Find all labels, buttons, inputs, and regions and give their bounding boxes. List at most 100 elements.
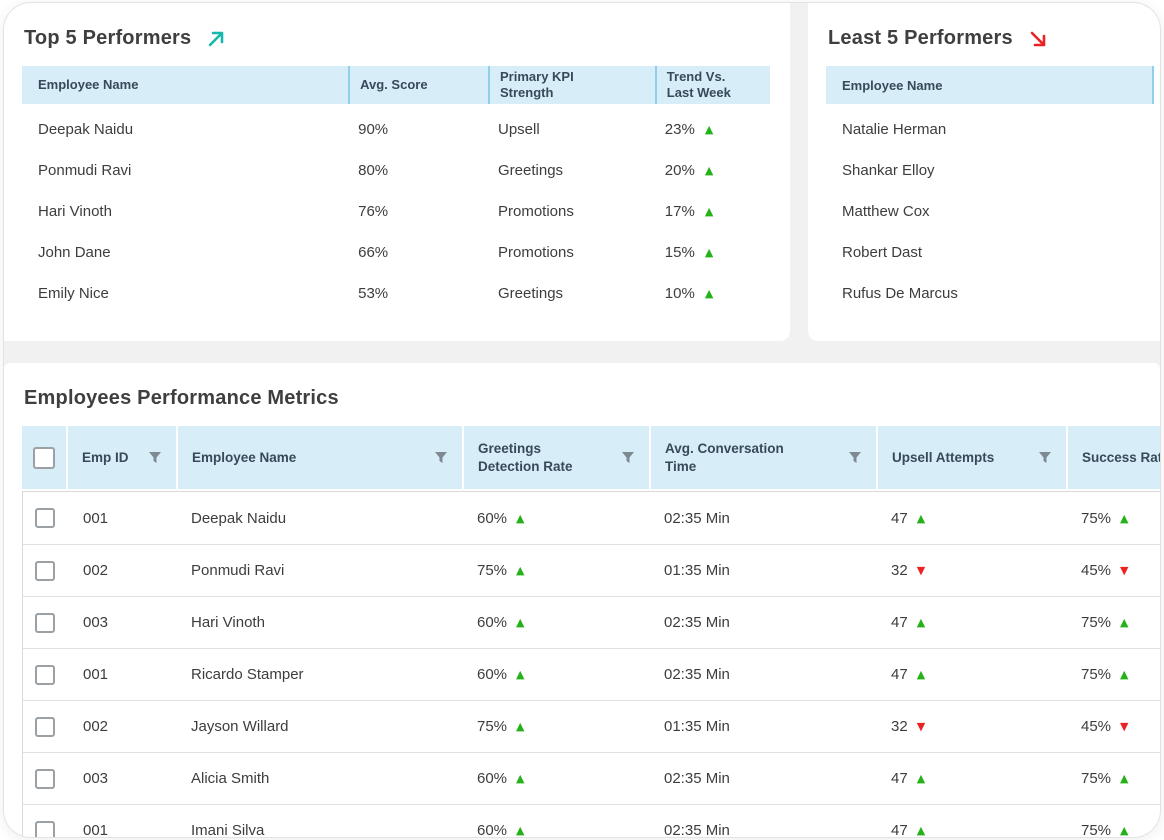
- column-header-success-rate: Success Rate: [1066, 426, 1160, 489]
- employee-name: Emily Nice: [38, 285, 109, 302]
- top-performers-table: Employee Name Avg. Score Primary KPI Str…: [22, 66, 770, 314]
- success-rate: 75%: [1081, 509, 1112, 527]
- employee-name: Jayson Willard: [191, 718, 289, 735]
- employee-name: Shankar Elloy: [842, 162, 935, 179]
- trend-icon: [516, 617, 524, 628]
- select-all-checkbox[interactable]: [33, 446, 55, 469]
- trend-icon: [1120, 565, 1128, 576]
- upsell-attempts: 47: [891, 822, 908, 838]
- row-checkbox[interactable]: [35, 612, 55, 633]
- employee-name: Hari Vinoth: [191, 614, 265, 631]
- success-rate: 45%: [1081, 562, 1112, 579]
- trend-down-right-icon: [1027, 28, 1049, 50]
- primary-kpi: Upsell: [498, 121, 540, 138]
- trend-icon: [1120, 825, 1128, 836]
- table-row: 001 Deepak Naidu 60% 02:35 Min 47 75%: [23, 492, 1160, 544]
- employee-name: Alicia Smith: [191, 770, 270, 787]
- trend-icon: [1120, 617, 1128, 628]
- row-checkbox[interactable]: [35, 508, 55, 528]
- table-row: John Dane 66% Promotions 15%: [22, 232, 770, 273]
- greetings-rate: 75%: [477, 562, 508, 579]
- trend-icon: [1120, 669, 1128, 680]
- employees-metrics-card: Employees Performance Metrics Emp ID Emp…: [4, 363, 1160, 838]
- employee-name: Ricardo Stamper: [191, 666, 304, 683]
- row-checkbox[interactable]: [35, 560, 55, 581]
- trend-icon: [1120, 721, 1128, 732]
- trend-icon: [516, 513, 524, 524]
- least-performers-title: Least 5 Performers: [828, 27, 1013, 49]
- column-header-employee-name: Employee Name: [38, 76, 139, 92]
- employee-name: Rufus De Marcus: [842, 285, 958, 302]
- trend-icon: [516, 825, 524, 836]
- top-performers-header: Top 5 Performers: [4, 3, 790, 50]
- column-header-upsell-attempts: Upsell Attempts: [876, 426, 1066, 489]
- trend-icon: [516, 773, 524, 784]
- trend-icon: [1120, 773, 1128, 784]
- avg-conversation-time: 01:35 Min: [664, 718, 730, 735]
- primary-kpi: Greetings: [498, 285, 564, 302]
- avg-score: 53%: [358, 285, 389, 302]
- trend-icon: [1120, 513, 1128, 524]
- avg-conversation-time: 01:35 Min: [664, 562, 730, 579]
- success-rate: 75%: [1081, 822, 1112, 838]
- employees-metrics-table-body: 001 Deepak Naidu 60% 02:35 Min 47 75% 00…: [22, 491, 1160, 838]
- trend-icon: [516, 565, 524, 576]
- employee-name: Robert Dast: [842, 244, 923, 261]
- trend-icon: [516, 669, 524, 680]
- filter-icon[interactable]: [848, 451, 862, 464]
- trend-icon: [705, 124, 713, 135]
- table-row: Matthew Cox: [826, 191, 1154, 232]
- trend-icon: [917, 825, 925, 836]
- filter-icon[interactable]: [621, 451, 635, 464]
- top-performers-card: Top 5 Performers Employee Name Avg. Scor…: [4, 3, 790, 341]
- top-performers-title: Top 5 Performers: [24, 27, 192, 49]
- column-header-employee-name: Employee Name: [176, 426, 462, 489]
- filter-icon[interactable]: [148, 451, 162, 464]
- trend-value: 23%: [664, 121, 695, 138]
- avg-score: 90%: [358, 121, 389, 138]
- filter-icon[interactable]: [434, 451, 448, 464]
- table-row: 001 Ricardo Stamper 60% 02:35 Min 47 75%: [23, 648, 1160, 700]
- success-rate: 45%: [1081, 718, 1112, 735]
- table-row: 002 Ponmudi Ravi 75% 01:35 Min 32 45%: [23, 544, 1160, 596]
- column-header-avg-score: Avg. Score: [348, 66, 488, 104]
- row-checkbox[interactable]: [35, 768, 55, 789]
- table-row: 001 Imani Silva 60% 02:35 Min 47 75%: [23, 804, 1160, 838]
- success-rate: 75%: [1081, 614, 1112, 631]
- avg-conversation-time: 02:35 Min: [664, 822, 730, 838]
- greetings-rate: 75%: [477, 718, 508, 735]
- least-performers-table: Employee Name Natalie Herman Shankar Ell…: [826, 66, 1154, 314]
- primary-kpi: Greetings: [498, 162, 564, 179]
- upsell-attempts: 47: [891, 509, 908, 527]
- trend-value: 10%: [664, 285, 695, 302]
- employee-name: John Dane: [38, 244, 111, 261]
- greetings-rate: 60%: [477, 666, 508, 683]
- trend-value: 17%: [664, 203, 695, 220]
- upsell-attempts: 47: [891, 666, 908, 683]
- trend-value: 20%: [664, 162, 695, 179]
- filter-icon[interactable]: [1038, 451, 1052, 464]
- top-performers-table-header: Employee Name Avg. Score Primary KPI Str…: [22, 66, 770, 104]
- employees-metrics-table: Emp ID Employee Name Greetings Detection…: [22, 426, 1160, 838]
- row-checkbox[interactable]: [35, 820, 55, 837]
- greetings-rate: 60%: [477, 822, 508, 838]
- emp-id: 001: [83, 822, 109, 838]
- table-row: Shankar Elloy: [826, 150, 1154, 191]
- emp-id: 002: [83, 562, 109, 579]
- least-performers-table-body: Natalie Herman Shankar Elloy Matthew Cox…: [826, 104, 1154, 314]
- trend-icon: [917, 617, 925, 628]
- upsell-attempts: 47: [891, 770, 908, 787]
- row-checkbox[interactable]: [35, 664, 55, 685]
- primary-kpi: Promotions: [498, 203, 574, 220]
- table-row: Robert Dast: [826, 232, 1154, 273]
- row-checkbox[interactable]: [35, 716, 55, 737]
- greetings-rate: 60%: [477, 614, 508, 631]
- upsell-attempts: 32: [891, 718, 908, 735]
- table-row: Deepak Naidu 90% Upsell 23%: [22, 109, 770, 150]
- employee-name: Matthew Cox: [842, 203, 930, 220]
- dashboard-container: Top 5 Performers Employee Name Avg. Scor…: [3, 2, 1161, 838]
- table-row: Natalie Herman: [826, 109, 1154, 150]
- avg-score: 80%: [358, 162, 389, 179]
- employee-name: Ponmudi Ravi: [38, 162, 132, 179]
- panel-gap: [790, 3, 808, 341]
